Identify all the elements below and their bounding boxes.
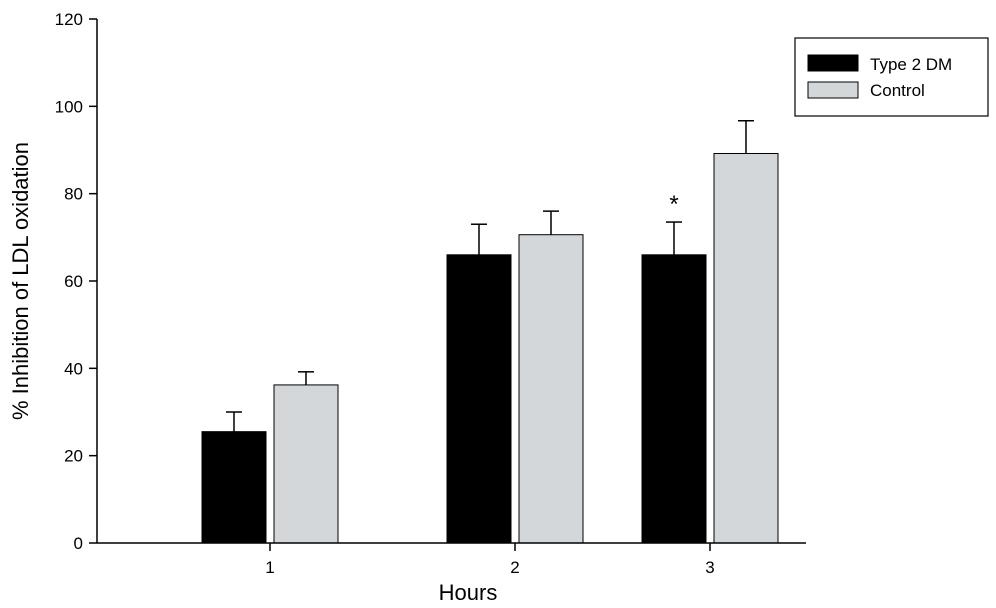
y-tick-label-60: 60 [64,272,83,291]
y-tick-label-20: 20 [64,447,83,466]
x-tick-label-3: 3 [705,558,714,577]
annotations-layer: * [669,191,678,218]
error-bars-layer [226,119,754,432]
bar-type-2-dm-2 [446,254,512,544]
legend-box [794,37,989,117]
legend-label-control: Control [870,81,925,100]
bar-control-2 [518,234,584,544]
legend-label-type-2-dm: Type 2 DM [870,55,952,74]
significance-annotation-0: * [669,191,678,218]
bar-type-2-dm-3 [641,254,707,544]
y-axis-title: % Inhibition of LDL oxidation [8,142,33,420]
y-tick-label-120: 120 [55,10,83,29]
bar-type-2-dm-1 [201,431,267,544]
x-ticks: 1 2 3 [265,543,715,577]
y-tick-label-80: 80 [64,185,83,204]
y-tick-label-40: 40 [64,359,83,378]
bars-layer [201,152,779,544]
legend-swatch-control [807,81,859,99]
y-tick-label-100: 100 [55,97,83,116]
bar-control-1 [273,384,339,544]
legend: Type 2 DM Control [794,37,989,117]
y-tick-label-0: 0 [74,534,83,553]
legend-swatch-type-2-dm [807,54,859,72]
x-tick-label-2: 2 [510,558,519,577]
y-ticks: 0 20 40 60 80 100 120 [55,10,97,553]
bar-control-3 [713,152,779,544]
x-axis-title: Hours [439,580,498,605]
x-tick-label-1: 1 [265,558,274,577]
